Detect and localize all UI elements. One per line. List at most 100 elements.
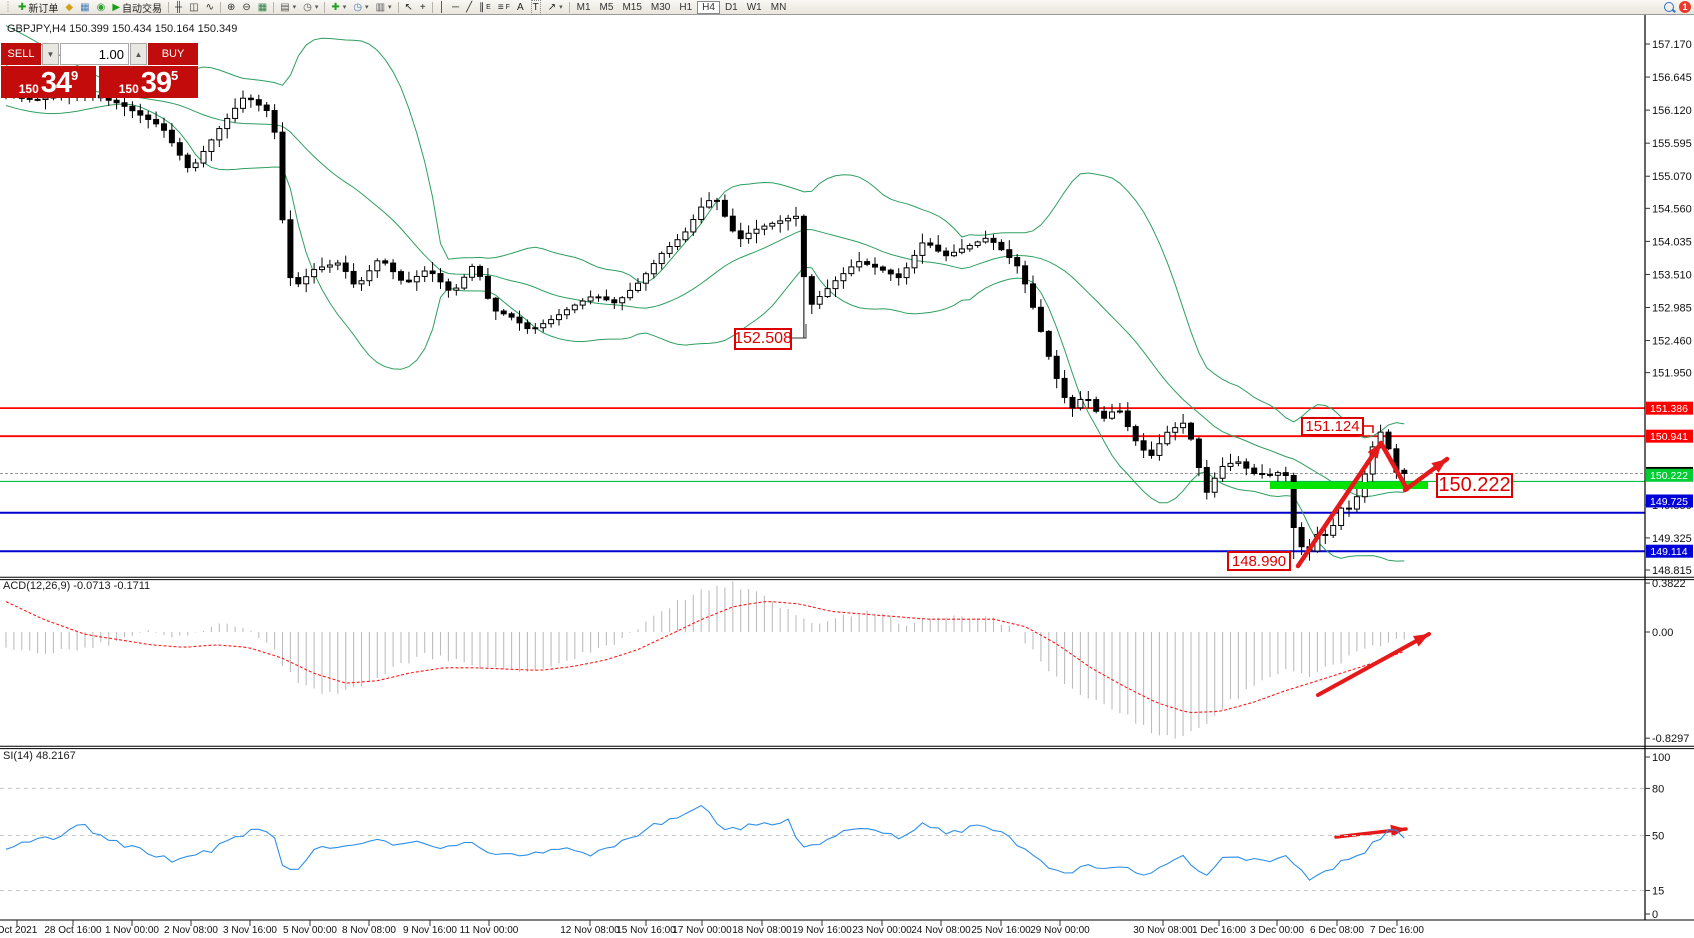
volume-increase-button[interactable]: ▲ <box>130 43 147 65</box>
timeframe-m30[interactable]: M30 <box>650 1 671 13</box>
timeframe-mn[interactable]: MN <box>770 1 787 13</box>
svg-text:152.985: 152.985 <box>1652 302 1692 314</box>
zoom-out-icon[interactable]: ⊖ <box>239 1 253 14</box>
buy-button[interactable]: BUY <box>148 43 198 65</box>
candlestick-chart-icon[interactable]: ◫ <box>186 1 201 14</box>
periods-button[interactable]: ◷ ▾ <box>350 1 371 14</box>
volume-decrease-button[interactable]: ▼ <box>42 43 59 65</box>
svg-text:5 Nov 00:00: 5 Nov 00:00 <box>283 925 337 936</box>
svg-text:157.170: 157.170 <box>1652 39 1692 51</box>
zoom-in-icon: ⊕ <box>226 1 236 13</box>
text-label-icon: T <box>530 0 541 15</box>
svg-text:151.950: 151.950 <box>1652 368 1692 380</box>
svg-text:155.595: 155.595 <box>1652 138 1692 150</box>
svg-text:12 Nov 08:00: 12 Nov 08:00 <box>560 925 620 936</box>
svg-text:28 Oct 16:00: 28 Oct 16:00 <box>44 925 102 936</box>
drag-handle[interactable]: ┊ <box>2 1 14 14</box>
data-window-icon[interactable]: ▦ <box>77 1 92 14</box>
svg-text:0: 0 <box>1652 909 1658 921</box>
svg-text:1 Dec 16:00: 1 Dec 16:00 <box>1192 925 1246 936</box>
text-label-icon[interactable]: T <box>528 0 544 15</box>
market-watch-icon[interactable]: ◆ <box>62 1 76 14</box>
svg-text:150.222: 150.222 <box>1650 470 1688 482</box>
arrows-button[interactable]: ↗ ▾ <box>545 1 566 14</box>
sell-button[interactable]: SELL <box>1 43 41 65</box>
notifications-icon[interactable]: 1 <box>1679 1 1691 13</box>
cursor-icon: ↖ <box>404 1 413 13</box>
zoom-out-icon: ⊖ <box>242 1 251 13</box>
svg-text:148.815: 148.815 <box>1652 565 1692 577</box>
svg-text:152.460: 152.460 <box>1652 336 1692 348</box>
indicators-button[interactable]: ✚ ▾ <box>328 1 349 14</box>
svg-text:29 Nov 00:00: 29 Nov 00:00 <box>1030 925 1090 936</box>
timeframe-w1[interactable]: W1 <box>746 1 762 13</box>
text-icon[interactable]: A <box>514 1 527 14</box>
crosshair-icon[interactable]: + <box>417 1 429 14</box>
macd-panel <box>5 581 1405 739</box>
svg-text:149.725: 149.725 <box>1650 496 1688 508</box>
chevron-down-icon: ▾ <box>388 4 392 11</box>
price-label-148990[interactable]: 148.990 <box>1227 551 1291 571</box>
price-label-150222[interactable]: 150.222 <box>1436 473 1513 498</box>
fibonacci-icon[interactable]: ≡ F <box>497 1 510 13</box>
timeframe-m1[interactable]: M1 <box>576 1 591 13</box>
volume-input[interactable] <box>60 43 129 65</box>
sell-price-sup: 9 <box>71 68 79 83</box>
tile-windows-icon[interactable]: ▦ <box>255 1 270 14</box>
toolbar-separator <box>568 1 570 13</box>
equidistant-channel-icon[interactable]: ∥ E <box>479 1 491 13</box>
equidistant-channel-icon: ∥ <box>479 1 485 13</box>
zoom-in-icon[interactable]: ⊕ <box>224 1 238 14</box>
buy-price-prefix: 150 <box>118 82 139 96</box>
toolbar-separator <box>324 1 326 13</box>
templates-button: ▥ <box>375 1 386 13</box>
svg-text:7 Dec 16:00: 7 Dec 16:00 <box>1370 925 1424 936</box>
chevron-down-icon: ▾ <box>314 4 319 11</box>
toolbar-separator <box>431 1 433 13</box>
price-label-151124[interactable]: 151.124 <box>1301 417 1364 436</box>
line-chart-icon[interactable]: ∿ <box>203 1 217 14</box>
toolbar-right-icons: 1 <box>1664 1 1691 13</box>
sell-price-display[interactable]: 150 34 9 <box>1 66 97 98</box>
timeframe-h1[interactable]: H1 <box>679 1 693 13</box>
main-toolbar: ┊ ✚ 新订单 ◆ ▦ ◉ ▶ 自动交易 ╫ ◫ ∿ ⊕ ⊖ ▦ ▤ ▾ ◷ ▾ ✚ ▾ ◷ ▾ ▥ ▾ ↖ + │ ─ ╱ ∥ E ≡ F A T… <box>0 0 1694 15</box>
text-icon: A <box>516 1 524 13</box>
search-icon[interactable] <box>1664 2 1674 12</box>
chevron-down-icon: ▾ <box>365 4 369 11</box>
svg-text:156.120: 156.120 <box>1652 105 1692 117</box>
new-chart-button[interactable]: ▤ ▾ <box>277 1 299 14</box>
toolbar-separator <box>168 1 170 13</box>
svg-text:156.645: 156.645 <box>1652 72 1692 84</box>
line-chart-icon: ∿ <box>205 1 214 13</box>
timeframe-h4[interactable]: H4 <box>697 0 720 14</box>
profiles-button[interactable]: ◷ ▾ <box>300 1 321 14</box>
toolbar-separator <box>397 1 399 13</box>
bar-chart-icon[interactable]: ╫ <box>172 1 185 14</box>
svg-text:154.560: 154.560 <box>1652 203 1692 215</box>
buy-price-sup: 5 <box>171 68 179 83</box>
svg-text:80: 80 <box>1652 783 1664 795</box>
templates-button[interactable]: ▥ ▾ <box>373 1 395 14</box>
new-order-button: ✚ <box>18 1 27 13</box>
price-label-152508[interactable]: 152.508 <box>734 328 792 350</box>
svg-text:1 Nov 00:00: 1 Nov 00:00 <box>105 925 159 936</box>
autotrading-button: ▶ <box>112 1 121 13</box>
navigator-icon[interactable]: ◉ <box>94 1 109 14</box>
price-axis: 157.170 156.645 156.120 155.595 155.070 154.5… <box>1645 39 1693 921</box>
svg-text:8 Nov 08:00: 8 Nov 08:00 <box>342 925 396 936</box>
vertical-line-icon[interactable]: │ <box>436 1 448 14</box>
autotrading-button[interactable]: ▶ 自动交易 <box>109 1 165 15</box>
timeframe-m5[interactable]: M5 <box>599 1 614 13</box>
timeframe-d1[interactable]: D1 <box>724 1 738 13</box>
cursor-icon[interactable]: ↖ <box>402 1 416 14</box>
drag-handle: ┊ <box>5 1 12 13</box>
new-order-button[interactable]: ✚ 新订单 <box>15 1 61 15</box>
buy-price-display[interactable]: 150 39 5 <box>99 66 198 98</box>
horizontal-line-icon[interactable]: ─ <box>449 1 462 14</box>
trendline-icon[interactable]: ╱ <box>463 1 475 14</box>
svg-text:18 Nov 08:00: 18 Nov 08:00 <box>732 925 792 936</box>
svg-text:153.510: 153.510 <box>1652 269 1692 281</box>
svg-text:30 Nov 08:00: 30 Nov 08:00 <box>1133 925 1193 936</box>
timeframe-m15[interactable]: M15 <box>622 1 642 13</box>
